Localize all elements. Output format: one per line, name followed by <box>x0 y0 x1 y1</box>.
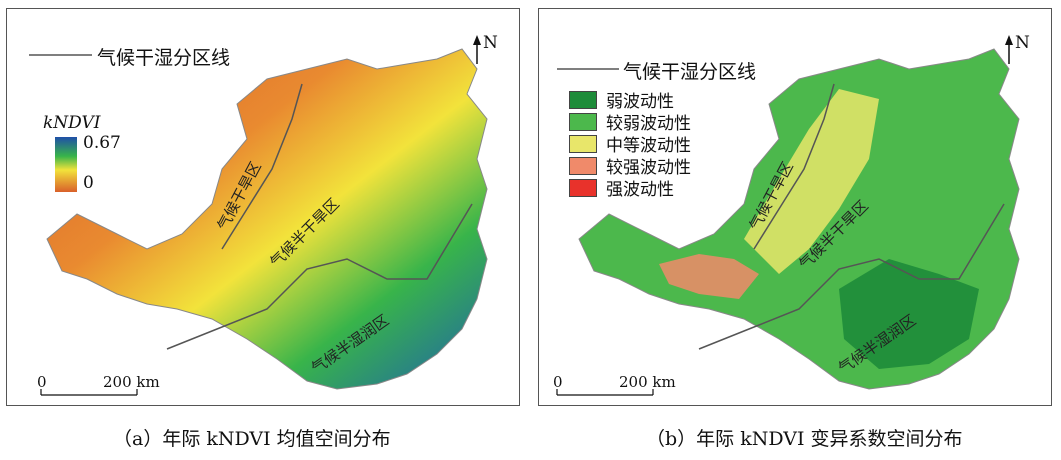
legend-item: 中等波动性 <box>569 131 691 156</box>
colorbar <box>55 137 77 192</box>
legend-label: 较弱波动性 <box>606 114 691 134</box>
legend-swatch <box>569 156 597 175</box>
legend-line-label: 气候干湿分区线 <box>623 61 757 83</box>
cv-strong-area <box>659 254 759 299</box>
cv-moderate-area <box>744 89 879 274</box>
map-knvdi-mean <box>29 35 488 396</box>
caption-b: （b）年际 kNDVI 变异系数空间分布 <box>646 428 963 450</box>
legend-label: 弱波动性 <box>606 92 674 112</box>
zone-boundary-2 <box>166 203 473 350</box>
legend-item: 较强波动性 <box>569 153 691 178</box>
cv-weak-area <box>839 259 979 369</box>
scale-label: 200 km <box>619 373 676 391</box>
legend-label: 中等波动性 <box>606 136 691 156</box>
legend-swatch <box>569 178 597 197</box>
legend-label: 较强波动性 <box>606 158 691 178</box>
north-label: N <box>1015 33 1030 53</box>
legend-item: 弱波动性 <box>569 87 674 112</box>
map-panel-knvdi-mean: 气候干湿分区线 kNDVI 0.67 0 N 0 200 km 气候干旱区 气候… <box>6 8 520 406</box>
colorbar-max: 0.67 <box>83 133 121 153</box>
scale-zero: 0 <box>553 373 563 391</box>
zone-boundary-1 <box>221 83 303 250</box>
zone-boundary-1 <box>753 83 835 250</box>
map-knvdi-cv <box>556 35 1020 396</box>
map-panel-knvdi-cv: 气候干湿分区线 弱波动性 较弱波动性 中等波动性 较强波动性 强波动性 N 0 200 … <box>538 8 1052 406</box>
legend-item: 较弱波动性 <box>569 109 691 134</box>
scale-zero: 0 <box>37 373 47 391</box>
legend-swatch <box>569 90 597 109</box>
colorbar-title: kNDVI <box>43 113 101 133</box>
north-label: N <box>483 33 498 53</box>
legend-label: 强波动性 <box>606 180 674 200</box>
zone-boundary-2 <box>698 203 1005 350</box>
legend-line-label: 气候干湿分区线 <box>97 47 231 69</box>
colorbar-min: 0 <box>83 173 94 193</box>
legend-swatch <box>569 112 597 131</box>
region-shape <box>46 48 488 390</box>
caption-a: （a）年际 kNDVI 均值空间分布 <box>113 428 391 450</box>
scale-label: 200 km <box>103 373 160 391</box>
legend-swatch <box>569 134 597 153</box>
legend-item: 强波动性 <box>569 175 674 200</box>
